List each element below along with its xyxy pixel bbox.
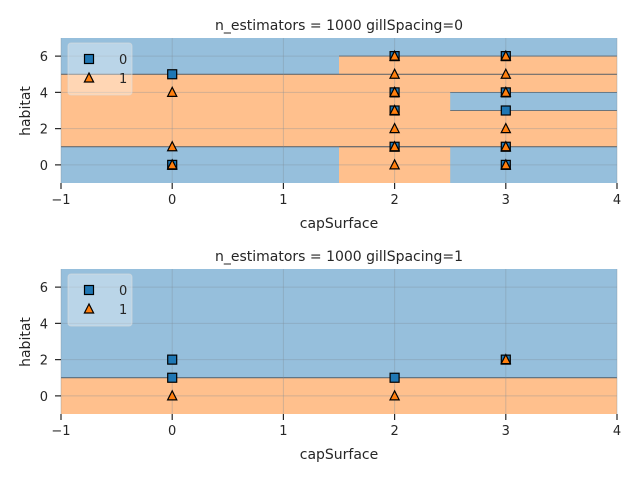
data-point-class-0 <box>167 69 178 80</box>
x-tick-label: 1 <box>279 193 287 208</box>
x-tick-label: 0 <box>168 424 176 439</box>
data-point-class-1 <box>389 86 401 97</box>
legend-marker <box>83 284 95 296</box>
x-tick-label: 0 <box>168 193 176 208</box>
decision-region <box>61 377 617 414</box>
y-tick-label: 6 <box>40 50 48 65</box>
decision-region <box>61 38 339 75</box>
y-tick-label: 0 <box>40 390 48 405</box>
data-point-class-1 <box>500 49 512 61</box>
legend-box <box>67 42 133 96</box>
data-point-class-1 <box>500 86 512 97</box>
data-point-class-1 <box>389 122 401 134</box>
legend-box <box>67 273 133 327</box>
x-tick-label: 3 <box>502 193 510 208</box>
legend-label: 1 <box>119 72 127 87</box>
data-point-class-1 <box>389 104 401 116</box>
x-tick-label: 3 <box>502 424 510 439</box>
subplot-gillspacing-0: n_estimators = 1000 gillSpacing=0 capSur… <box>18 18 621 232</box>
x-tick-label: 2 <box>390 193 398 208</box>
data-point-class-1 <box>500 122 512 134</box>
decision-region <box>339 38 617 57</box>
data-point-class-1 <box>500 353 512 365</box>
x-tick-label: 4 <box>613 193 621 208</box>
legend-marker <box>83 53 95 65</box>
data-point-class-1 <box>500 158 512 170</box>
y-axis-label: habitat <box>18 86 34 136</box>
data-point-class-1 <box>389 140 401 152</box>
y-tick-label: 2 <box>40 123 48 138</box>
x-axis-label: capSurface <box>300 447 379 463</box>
data-point-class-1 <box>389 389 401 401</box>
data-point-class-1 <box>166 158 178 170</box>
data-point-class-1 <box>500 67 512 79</box>
y-axis-label: habitat <box>18 317 34 367</box>
x-tick-label: 2 <box>390 424 398 439</box>
y-tick-label: 4 <box>40 86 48 101</box>
data-point-class-1 <box>500 140 512 152</box>
data-point-class-1 <box>389 49 401 61</box>
data-point-class-1 <box>166 389 178 401</box>
data-point-class-0 <box>389 372 400 383</box>
x-tick-label: −1 <box>51 193 70 208</box>
data-point-class-1 <box>166 86 178 97</box>
decision-region <box>61 269 617 378</box>
chart-title: n_estimators = 1000 gillSpacing=1 <box>215 249 463 265</box>
data-point-class-1 <box>389 67 401 79</box>
y-tick-label: 6 <box>40 281 48 296</box>
legend-marker <box>83 302 95 314</box>
legend-label: 0 <box>119 284 127 299</box>
data-point-class-0 <box>167 372 178 383</box>
x-tick-label: −1 <box>51 424 70 439</box>
legend-label: 1 <box>119 303 127 318</box>
y-tick-label: 4 <box>40 317 48 332</box>
x-tick-label: 1 <box>279 424 287 439</box>
data-point-class-1 <box>389 158 401 170</box>
x-tick-label: 4 <box>613 424 621 439</box>
legend-marker <box>83 71 95 83</box>
decision-region <box>450 92 617 111</box>
y-tick-label: 0 <box>40 159 48 174</box>
data-point-class-0 <box>167 354 178 365</box>
data-point-class-0 <box>500 105 511 116</box>
chart-title: n_estimators = 1000 gillSpacing=0 <box>215 18 463 34</box>
subplot-gillspacing-1: n_estimators = 1000 gillSpacing=1 capSur… <box>18 249 621 463</box>
y-tick-label: 2 <box>40 354 48 369</box>
legend-label: 0 <box>119 53 127 68</box>
decision-region <box>339 56 617 75</box>
data-point-class-1 <box>166 140 178 152</box>
x-axis-label: capSurface <box>300 216 379 232</box>
